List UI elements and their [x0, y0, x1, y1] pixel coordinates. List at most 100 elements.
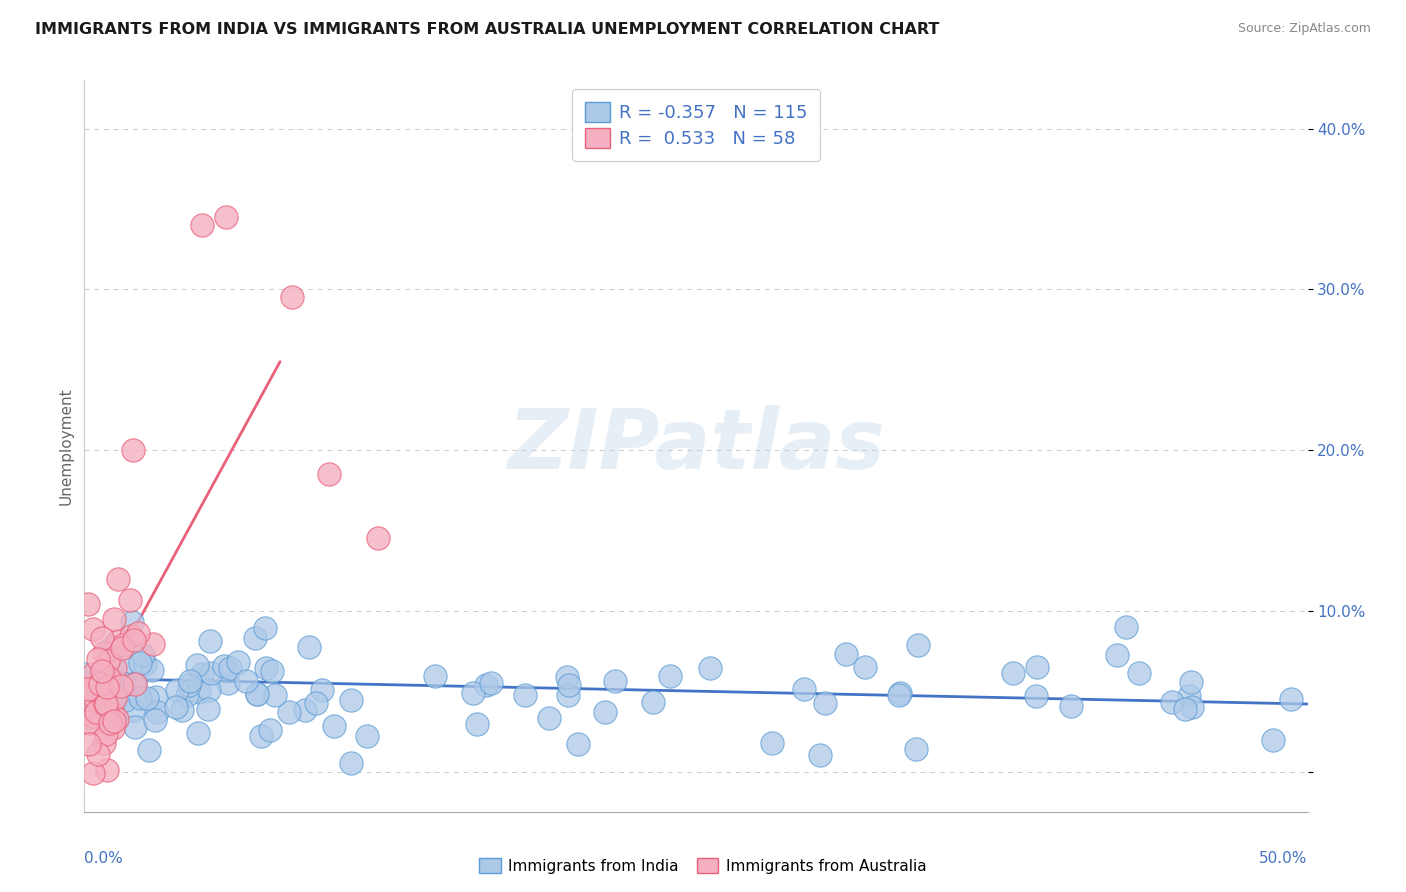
Point: [1002, 666, 1025, 681]
Point: [96, 706, 118, 720]
Point: [129, 691, 152, 706]
Point: [557, 689, 579, 703]
Point: [91, 667, 114, 681]
Point: [96, 764, 118, 778]
Point: [659, 668, 682, 682]
Text: 50.0%: 50.0%: [1260, 851, 1308, 865]
Point: [555, 670, 578, 684]
Point: [76, 714, 98, 729]
Point: [305, 696, 328, 710]
Point: [515, 688, 537, 702]
Point: [1181, 700, 1204, 714]
Y-axis label: Unemployment: Unemployment: [58, 387, 73, 505]
Point: [298, 640, 321, 655]
Point: [465, 717, 488, 731]
Point: [77, 673, 100, 688]
Point: [1279, 692, 1302, 706]
Point: [124, 677, 146, 691]
Point: [111, 641, 134, 656]
Point: [246, 687, 269, 701]
Text: Source: ZipAtlas.com: Source: ZipAtlas.com: [1237, 22, 1371, 36]
Point: [75, 667, 97, 681]
Point: [246, 687, 269, 701]
Point: [537, 711, 560, 725]
Point: [103, 706, 125, 721]
Point: [226, 655, 249, 669]
Point: [121, 615, 143, 629]
Point: [262, 664, 284, 678]
Point: [77, 597, 100, 611]
Point: [253, 621, 276, 635]
Point: [93, 670, 115, 684]
Point: [96, 697, 118, 711]
Point: [142, 637, 165, 651]
Point: [82, 766, 104, 780]
Point: [107, 634, 129, 648]
Point: [1128, 665, 1150, 680]
Point: [79, 716, 101, 731]
Point: [200, 666, 222, 681]
Point: [179, 673, 201, 688]
Point: [191, 218, 214, 232]
Point: [339, 693, 361, 707]
Point: [105, 712, 128, 726]
Point: [294, 703, 316, 717]
Point: [77, 709, 100, 723]
Point: [94, 697, 117, 711]
Point: [127, 625, 149, 640]
Point: [1025, 689, 1047, 703]
Legend: Immigrants from India, Immigrants from Australia: Immigrants from India, Immigrants from A…: [474, 852, 932, 880]
Point: [311, 682, 333, 697]
Point: [853, 660, 876, 674]
Point: [124, 675, 146, 690]
Point: [177, 678, 200, 692]
Point: [134, 657, 156, 672]
Point: [278, 705, 301, 719]
Point: [114, 693, 136, 707]
Point: [82, 709, 104, 723]
Point: [76, 675, 98, 690]
Point: [107, 572, 129, 586]
Point: [124, 633, 146, 648]
Point: [120, 629, 142, 643]
Point: [198, 634, 221, 648]
Point: [1160, 695, 1182, 709]
Point: [97, 671, 120, 685]
Point: [103, 700, 125, 714]
Text: IMMIGRANTS FROM INDIA VS IMMIGRANTS FROM AUSTRALIA UNEMPLOYMENT CORRELATION CHAR: IMMIGRANTS FROM INDIA VS IMMIGRANTS FROM…: [35, 22, 939, 37]
Point: [187, 726, 209, 740]
Point: [98, 715, 121, 730]
Point: [1115, 620, 1137, 634]
Point: [82, 622, 104, 636]
Point: [318, 467, 340, 482]
Point: [87, 747, 110, 761]
Point: [145, 705, 167, 719]
Point: [84, 705, 107, 719]
Point: [187, 685, 209, 699]
Point: [87, 711, 110, 725]
Point: [889, 686, 911, 700]
Point: [219, 660, 242, 674]
Point: [1025, 660, 1047, 674]
Point: [254, 660, 277, 674]
Point: [264, 688, 287, 702]
Point: [77, 681, 100, 696]
Point: [218, 676, 240, 690]
Point: [122, 443, 145, 458]
Point: [887, 688, 910, 702]
Point: [191, 667, 214, 681]
Point: [835, 647, 858, 661]
Point: [93, 681, 115, 696]
Point: [103, 612, 125, 626]
Point: [323, 719, 346, 733]
Point: [186, 658, 208, 673]
Legend: R = -0.357   N = 115, R =  0.533   N = 58: R = -0.357 N = 115, R = 0.533 N = 58: [572, 89, 820, 161]
Point: [243, 632, 266, 646]
Point: [86, 652, 108, 666]
Point: [603, 673, 626, 688]
Point: [110, 675, 132, 690]
Point: [904, 742, 927, 756]
Point: [84, 692, 107, 706]
Point: [367, 532, 389, 546]
Point: [124, 720, 146, 734]
